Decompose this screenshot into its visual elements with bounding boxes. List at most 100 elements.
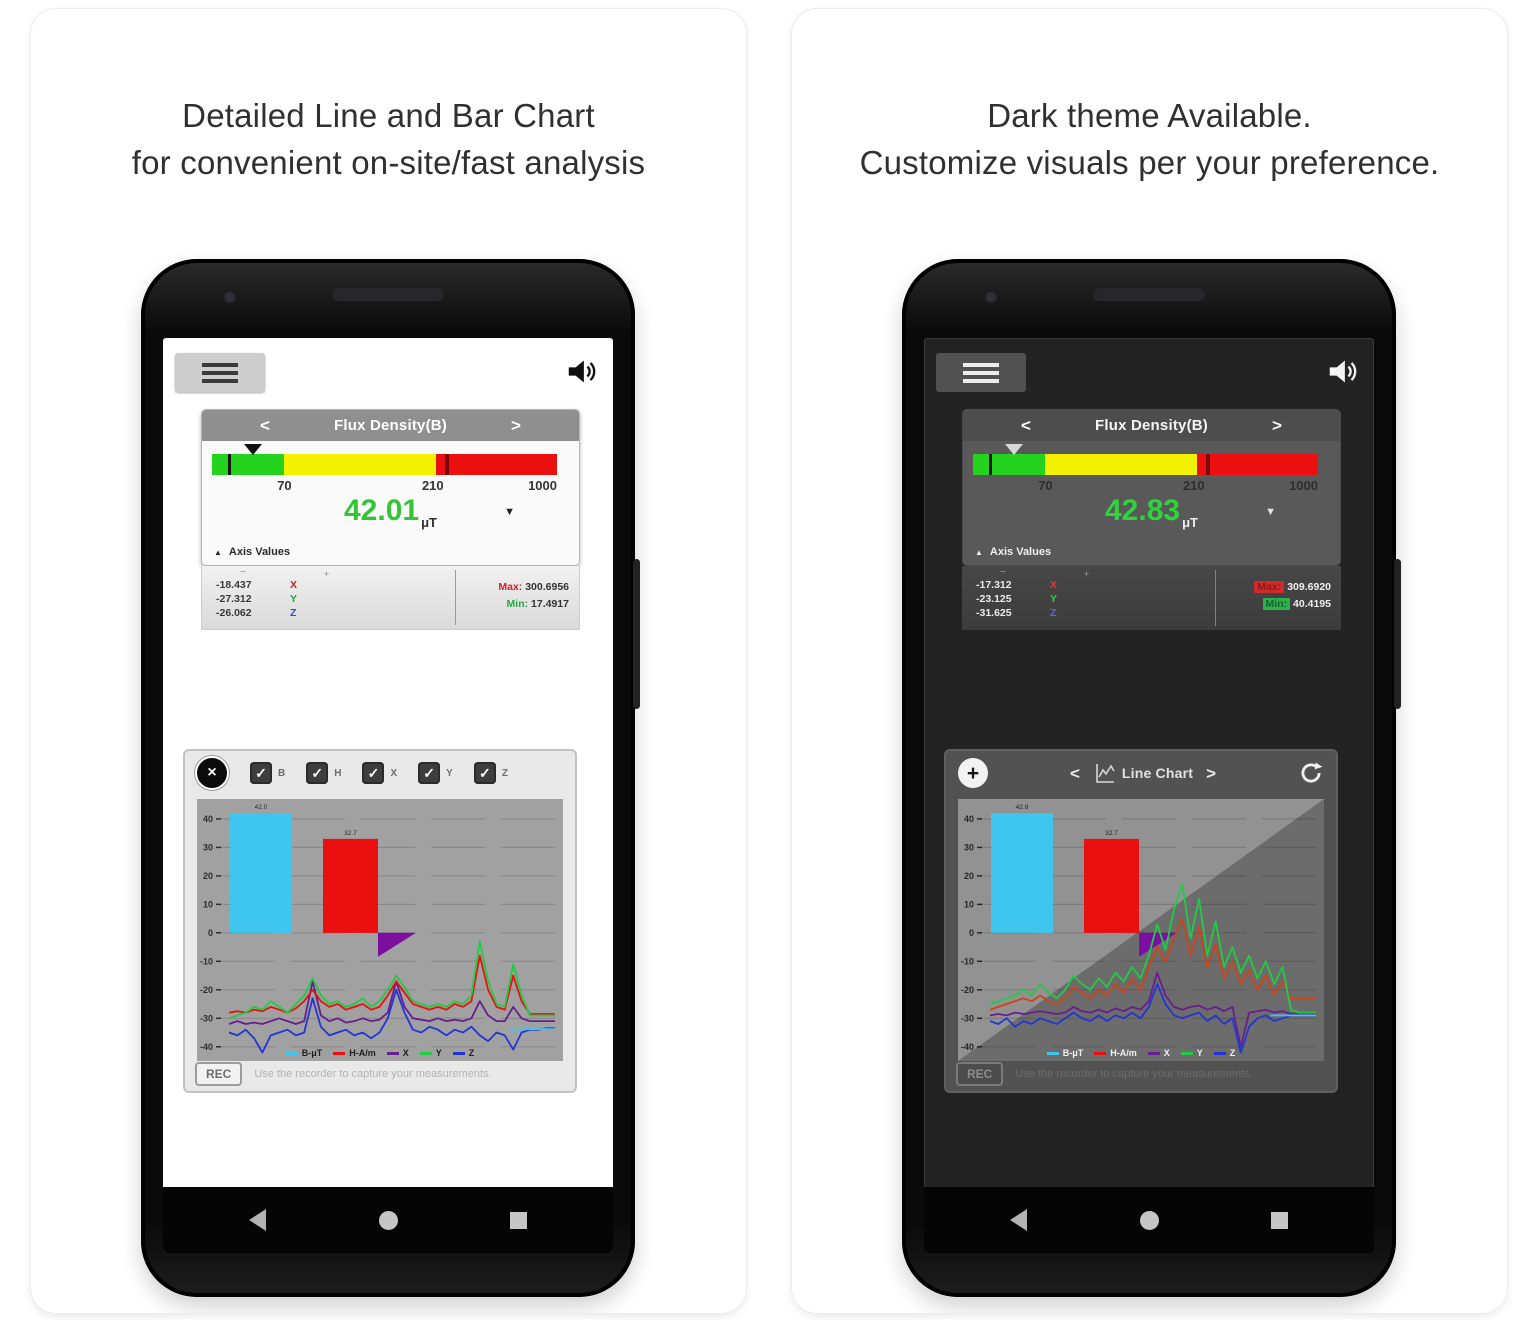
y-label: Y [1050, 593, 1058, 605]
svg-text:40: 40 [203, 814, 213, 824]
add-chart-icon[interactable]: + [958, 758, 988, 788]
svg-text:30: 30 [203, 842, 213, 852]
next-chart-icon[interactable]: > [1206, 763, 1217, 783]
rec-button[interactable]: REC [956, 1062, 1004, 1086]
back-button[interactable] [249, 1209, 266, 1231]
prev-sensor-icon[interactable]: < [260, 416, 270, 435]
checkbox-checked-icon: ✓ [473, 762, 496, 784]
axis-values-toggle[interactable]: ▲ Axis Values [214, 546, 290, 558]
x-label: X [290, 579, 298, 591]
legend-item: Y [1180, 1048, 1203, 1058]
min-row: Min: 17.4917 [498, 596, 569, 613]
screenshot-panel-light: Detailed Line and Bar Chart for convenie… [30, 8, 747, 1314]
next-sensor-icon[interactable]: > [511, 416, 521, 435]
front-camera [223, 290, 237, 304]
phone-screen: < Flux Density(B) > [924, 338, 1374, 1253]
prev-chart-icon[interactable]: < [1069, 763, 1080, 783]
reading-unit: μT [1182, 515, 1198, 530]
checkbox-series-z[interactable]: ✓ Z [473, 762, 508, 784]
legend-item: B-μT [285, 1048, 322, 1058]
reading-value: 42.83 [1105, 494, 1181, 527]
checkbox-checked-icon: ✓ [362, 762, 385, 784]
chart-legend: B-μT H-A/m X Y Z [197, 1048, 563, 1058]
zoom-in-icon[interactable]: + [1084, 569, 1090, 579]
close-icon[interactable]: × [195, 756, 229, 790]
chart-panel: × ✓ B ✓ H ✓ X [183, 749, 577, 1093]
gauge-bar [973, 444, 1318, 475]
recents-button[interactable] [510, 1211, 527, 1229]
legend-item: Z [452, 1048, 474, 1058]
next-sensor-icon[interactable]: > [1272, 416, 1282, 435]
checkbox-checked-icon: ✓ [418, 762, 441, 784]
home-button[interactable] [1139, 1210, 1159, 1230]
axis-row-x: -17.312 X [976, 579, 1068, 591]
min-value: 17.4917 [531, 598, 569, 611]
dropdown-caret-icon[interactable]: ▼ [1265, 506, 1276, 518]
checkbox-series-h[interactable]: ✓ H [306, 762, 341, 784]
z-value: -31.625 [976, 607, 1012, 619]
max-value: 300.6956 [525, 581, 569, 593]
table-divider [1215, 570, 1216, 626]
phone-mockup-dark: < Flux Density(B) > [902, 259, 1401, 1297]
checkbox-series-x[interactable]: ✓ X [362, 762, 397, 784]
back-button[interactable] [1010, 1209, 1027, 1231]
flux-density-card: < Flux Density(B) > [962, 409, 1341, 566]
android-navbar [163, 1187, 613, 1253]
measurement-chart[interactable]: 40 30 20 10 0 -10 -20 -30 -40 42.0 32.7 B-μT H-A/m X Y… [197, 799, 563, 1061]
flux-density-card: < Flux Density(B) > [201, 409, 580, 566]
checkbox-checked-icon: ✓ [306, 762, 329, 784]
zoom-out-icon[interactable]: − [1000, 567, 1006, 578]
zoom-in-icon[interactable]: + [324, 569, 330, 579]
recents-button[interactable] [1271, 1211, 1288, 1229]
svg-text:32.7: 32.7 [344, 830, 357, 837]
card-title: Flux Density(B) [1094, 417, 1208, 434]
menu-button[interactable] [936, 353, 1026, 392]
speaker-icon[interactable] [566, 355, 599, 388]
checkbox-label: H [334, 767, 342, 779]
home-button[interactable] [378, 1210, 398, 1230]
x-value: -18.437 [216, 579, 252, 591]
prev-sensor-icon[interactable]: < [1021, 416, 1031, 435]
zoom-out-icon[interactable]: − [240, 567, 246, 578]
menu-button[interactable] [175, 353, 265, 392]
svg-text:0: 0 [969, 928, 974, 938]
speaker-icon[interactable] [1327, 355, 1360, 388]
svg-text:-40: -40 [961, 1042, 974, 1052]
axis-row-x: -18.437 X [216, 579, 308, 591]
svg-text:-10: -10 [200, 956, 213, 966]
checkbox-series-b[interactable]: ✓ B [250, 762, 285, 784]
checkbox-checked-icon: ✓ [250, 762, 272, 784]
volume-button[interactable] [1394, 559, 1401, 709]
y-value: -23.125 [976, 593, 1012, 605]
gauge-min-tick [988, 454, 992, 475]
min-row: Min: 40.4195 [1254, 596, 1331, 613]
checkbox-series-y[interactable]: ✓ Y [418, 762, 453, 784]
measurement-chart[interactable]: 40 30 20 10 0 -10 -20 -30 -40 42.8 32.7 B-μT H-A/m X Y… [958, 799, 1324, 1061]
rec-button[interactable]: REC [195, 1062, 243, 1086]
z-value: -26.062 [216, 607, 252, 619]
gauge-min-tick [227, 454, 231, 475]
svg-text:42.8: 42.8 [1016, 804, 1029, 811]
svg-text:-20: -20 [961, 985, 974, 995]
refresh-icon[interactable] [1298, 760, 1324, 786]
svg-text:-30: -30 [961, 1013, 974, 1023]
hamburger-icon [202, 362, 238, 383]
reading-unit: μT [421, 515, 437, 530]
max-value: 309.6920 [1287, 581, 1331, 593]
max-label: Max: [1254, 581, 1285, 593]
axis-row-y: -23.125 Y [976, 593, 1068, 605]
rec-hint: Use the recorder to capture your measure… [1015, 1068, 1253, 1080]
phone-mockup-light: < Flux Density(B) > [141, 259, 640, 1297]
axis-values-toggle[interactable]: ▲ Axis Values [975, 546, 1051, 558]
caption-line1: Detailed Line and Bar Chart [182, 97, 595, 134]
legend-item: Y [419, 1048, 442, 1058]
axis-row-z: -26.062 Z [216, 607, 308, 619]
y-value: -27.312 [216, 593, 252, 605]
gauge-yellow-zone [1045, 454, 1198, 475]
phone-screen: < Flux Density(B) > [163, 338, 613, 1253]
scale-label: 210 [421, 478, 444, 493]
card-header: < Flux Density(B) > [202, 410, 579, 441]
dropdown-caret-icon[interactable]: ▼ [504, 506, 515, 518]
volume-button[interactable] [633, 559, 640, 709]
minmax-readouts: Max: 300.6956 Min: 17.4917 [498, 579, 569, 614]
